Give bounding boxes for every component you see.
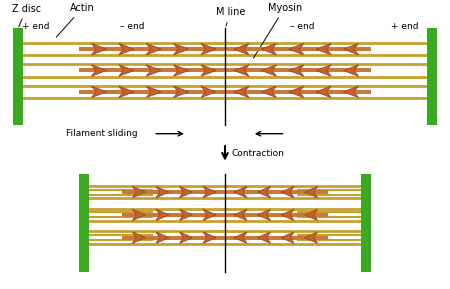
Text: Myosin: Myosin: [253, 3, 302, 58]
Polygon shape: [201, 43, 216, 55]
Text: – end: – end: [120, 22, 144, 31]
Polygon shape: [305, 209, 318, 221]
Polygon shape: [261, 65, 276, 76]
Bar: [79, 175, 89, 272]
Polygon shape: [257, 232, 270, 243]
Polygon shape: [281, 186, 294, 198]
Polygon shape: [201, 86, 216, 97]
Text: Contraction: Contraction: [232, 149, 284, 158]
Polygon shape: [203, 209, 216, 221]
Text: – end: – end: [290, 22, 315, 31]
Polygon shape: [305, 186, 318, 198]
Polygon shape: [316, 86, 331, 97]
Polygon shape: [91, 86, 107, 97]
Polygon shape: [156, 232, 169, 243]
Polygon shape: [281, 209, 294, 221]
Polygon shape: [234, 65, 249, 76]
Polygon shape: [289, 43, 304, 55]
Polygon shape: [281, 232, 294, 243]
Polygon shape: [132, 186, 145, 198]
Polygon shape: [234, 86, 249, 97]
Text: + end: + end: [391, 22, 419, 31]
Polygon shape: [119, 65, 134, 76]
Polygon shape: [156, 186, 169, 198]
Polygon shape: [146, 65, 161, 76]
Polygon shape: [261, 43, 276, 55]
Text: Actin: Actin: [56, 3, 95, 37]
Polygon shape: [132, 232, 145, 243]
Polygon shape: [180, 232, 193, 243]
Polygon shape: [261, 86, 276, 97]
Text: Z disc: Z disc: [12, 3, 41, 27]
Polygon shape: [305, 232, 318, 243]
Polygon shape: [343, 86, 359, 97]
Polygon shape: [132, 209, 145, 221]
Polygon shape: [146, 86, 161, 97]
Polygon shape: [289, 65, 304, 76]
Text: Filament sliding: Filament sliding: [66, 129, 137, 138]
Bar: [13, 28, 22, 125]
Polygon shape: [234, 186, 247, 198]
Polygon shape: [257, 186, 270, 198]
Polygon shape: [91, 65, 107, 76]
Polygon shape: [146, 43, 161, 55]
Polygon shape: [234, 43, 249, 55]
Polygon shape: [174, 43, 189, 55]
Bar: [428, 28, 437, 125]
Polygon shape: [343, 65, 359, 76]
Polygon shape: [343, 43, 359, 55]
Bar: [361, 175, 371, 272]
Polygon shape: [174, 86, 189, 97]
Polygon shape: [119, 86, 134, 97]
Polygon shape: [289, 86, 304, 97]
Text: + end: + end: [22, 22, 50, 31]
Polygon shape: [234, 232, 247, 243]
Polygon shape: [91, 43, 107, 55]
Polygon shape: [156, 209, 169, 221]
Polygon shape: [180, 186, 193, 198]
Polygon shape: [234, 209, 247, 221]
Polygon shape: [201, 65, 216, 76]
Polygon shape: [316, 65, 331, 76]
Text: M line: M line: [216, 7, 245, 26]
Polygon shape: [174, 65, 189, 76]
Polygon shape: [180, 209, 193, 221]
Polygon shape: [203, 186, 216, 198]
Polygon shape: [119, 43, 134, 55]
Polygon shape: [257, 209, 270, 221]
Polygon shape: [203, 232, 216, 243]
Polygon shape: [316, 43, 331, 55]
